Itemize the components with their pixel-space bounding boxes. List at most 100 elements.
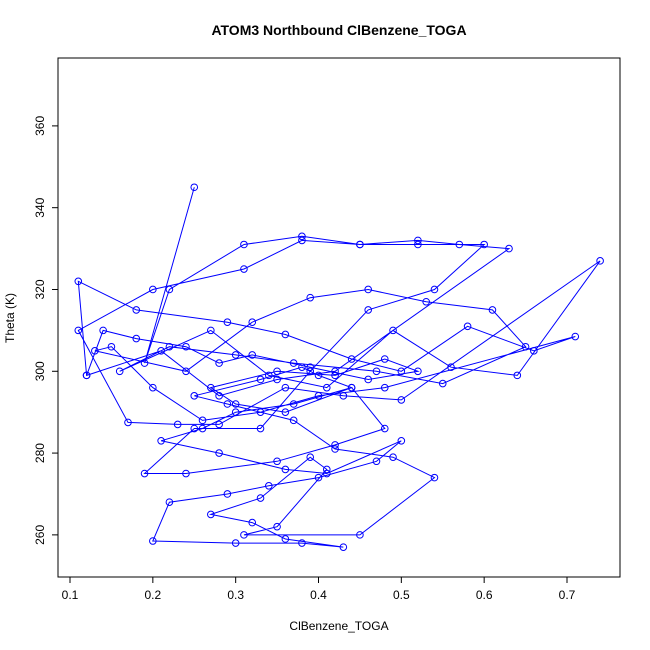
point [322, 465, 331, 474]
point [389, 453, 397, 461]
x-axis-label: ClBenzene_TOGA [289, 619, 388, 633]
point [397, 367, 406, 376]
point [215, 420, 223, 429]
point [339, 543, 348, 551]
point [182, 367, 190, 376]
point [289, 400, 298, 408]
point [356, 240, 364, 249]
point [298, 236, 306, 245]
point [198, 424, 207, 433]
point [389, 326, 397, 335]
point [140, 469, 149, 478]
point [207, 326, 215, 335]
point [331, 445, 339, 453]
point [240, 531, 248, 539]
point [447, 363, 455, 371]
point [231, 408, 240, 416]
point [248, 518, 257, 527]
chart-title: ATOM3 Northbound ClBenzene_TOGA [211, 22, 466, 38]
point [91, 347, 99, 355]
point [231, 351, 240, 359]
point [306, 367, 315, 376]
point [165, 285, 174, 294]
plot-frame [57, 57, 621, 578]
y-tick-label: 300 [33, 361, 47, 381]
point [364, 306, 372, 314]
x-tick-label: 0.4 [310, 588, 327, 602]
point [99, 326, 107, 335]
point [314, 473, 323, 482]
point [289, 416, 298, 425]
point [298, 232, 306, 241]
point [157, 437, 165, 445]
point [281, 465, 290, 474]
point [256, 424, 265, 433]
point [521, 342, 530, 351]
point [430, 285, 439, 294]
point [414, 367, 422, 376]
y-tick-label: 280 [33, 443, 47, 463]
y-tick-label: 360 [33, 116, 47, 136]
point [231, 400, 240, 408]
point [190, 424, 199, 433]
point [281, 535, 290, 543]
point [372, 367, 381, 376]
point [273, 457, 281, 466]
point [256, 375, 265, 384]
point [298, 539, 306, 547]
point [331, 441, 339, 449]
x-tick-label: 0.5 [393, 588, 410, 602]
point [157, 347, 165, 355]
point [372, 457, 381, 466]
point [248, 351, 257, 359]
point [74, 326, 83, 335]
point [240, 240, 248, 249]
point [273, 367, 281, 376]
x-tick-label: 0.6 [476, 588, 493, 602]
point [322, 383, 331, 392]
point [430, 473, 439, 482]
point [414, 236, 422, 245]
point [173, 420, 182, 429]
point [364, 375, 372, 384]
point [256, 494, 265, 502]
point [339, 392, 348, 400]
point [281, 383, 290, 392]
point [140, 359, 149, 367]
point [298, 363, 306, 371]
point [356, 531, 364, 539]
point [74, 277, 83, 286]
point [571, 332, 580, 341]
point [149, 383, 157, 392]
point [488, 306, 497, 314]
point [115, 367, 124, 376]
y-tick-label: 320 [33, 279, 47, 299]
point [380, 355, 389, 363]
point [215, 392, 223, 400]
x-tick-label: 0.3 [227, 588, 244, 602]
point [124, 418, 132, 427]
series-line [77, 187, 601, 548]
point [289, 359, 298, 367]
y-axis-label: Theta (K) [3, 293, 17, 343]
point [438, 379, 447, 388]
x-tick-label: 0.7 [559, 588, 576, 602]
point [132, 306, 141, 314]
x-tick-label: 0.2 [144, 588, 161, 602]
point [256, 408, 265, 416]
point [223, 490, 232, 498]
point [182, 342, 190, 351]
point [314, 392, 323, 400]
point [165, 342, 174, 351]
point [331, 371, 339, 380]
point [380, 383, 389, 392]
point [223, 318, 232, 327]
point [463, 322, 472, 331]
point [190, 183, 199, 192]
point [107, 342, 116, 351]
point [207, 383, 215, 392]
point [596, 257, 604, 265]
point [322, 469, 331, 478]
point [248, 318, 257, 327]
